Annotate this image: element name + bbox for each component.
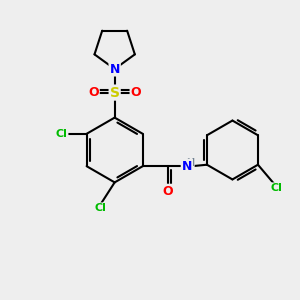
Text: S: S — [110, 85, 120, 100]
Text: H: H — [186, 158, 194, 168]
Text: N: N — [110, 62, 120, 76]
Text: O: O — [162, 185, 173, 198]
Text: Cl: Cl — [56, 129, 68, 139]
Text: Cl: Cl — [94, 203, 106, 213]
Text: O: O — [130, 86, 141, 99]
Text: N: N — [182, 160, 192, 173]
Text: O: O — [88, 86, 99, 99]
Text: Cl: Cl — [271, 183, 282, 193]
